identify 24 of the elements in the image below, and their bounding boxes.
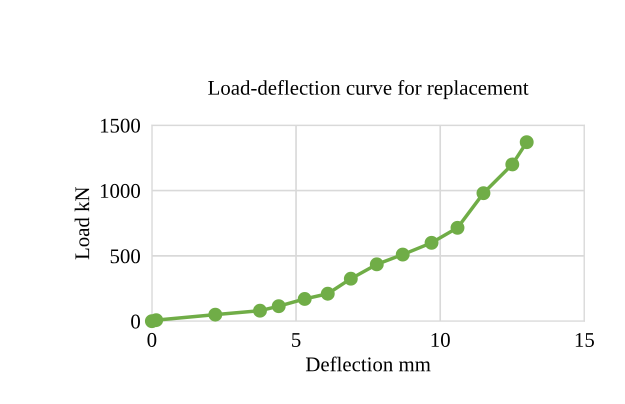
point (396, 248, 410, 262)
point (450, 220, 464, 235)
y-tick-label: 1500 (100, 118, 140, 133)
y-axis-title: Load kN (74, 186, 90, 260)
point (298, 292, 312, 306)
point (520, 135, 534, 150)
point (476, 186, 490, 200)
point (253, 304, 267, 318)
y-tick-label: 500 (110, 249, 140, 264)
point (320, 286, 335, 301)
point (370, 257, 384, 272)
x-tick-label: 0 (147, 332, 156, 347)
point (272, 299, 286, 314)
x-tick-label: 5 (292, 333, 300, 347)
point (208, 308, 222, 322)
x-tick-label: 10 (432, 332, 450, 347)
chart-title: Load-deflection curve for replacement (208, 80, 529, 100)
x-axis-title: Deflection mm (306, 356, 431, 372)
x-tick-label: 15 (576, 332, 594, 347)
y-tick-label: 0 (131, 314, 140, 329)
point (505, 157, 520, 172)
point (344, 272, 358, 286)
point (424, 236, 439, 250)
y-tick-label: 1000 (100, 184, 140, 198)
